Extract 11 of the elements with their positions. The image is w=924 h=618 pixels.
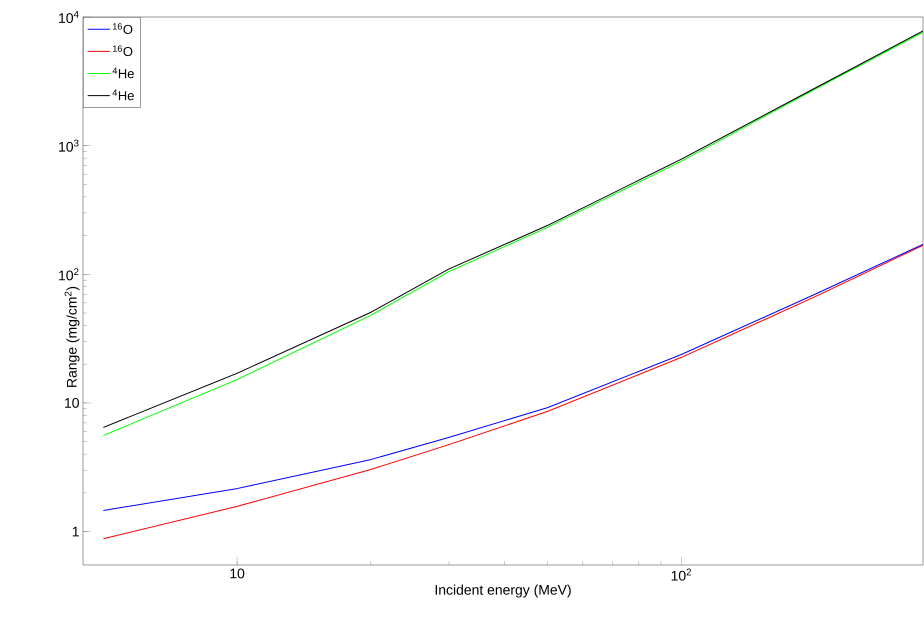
legend-label: $^{4}$He [112, 67, 134, 78]
y-tick-label: 1 [72, 526, 79, 536]
y-tick-label: 10$^{3}$ [59, 140, 79, 152]
legend-label: $^{16}$O [112, 23, 132, 34]
y-tick-label: 10 [65, 398, 79, 408]
y-tick-label: 10$^{2}$ [59, 268, 78, 280]
x-axis-title: Incident energy (MeV) [436, 584, 571, 598]
y-tick-label: 10$^{4}$ [59, 10, 79, 24]
legend-label: $^{4}$He [112, 90, 134, 100]
y-axis-title: Range (mg/cm$^{2}$) [64, 286, 80, 387]
legend-label: $^{16}$O [112, 45, 132, 56]
